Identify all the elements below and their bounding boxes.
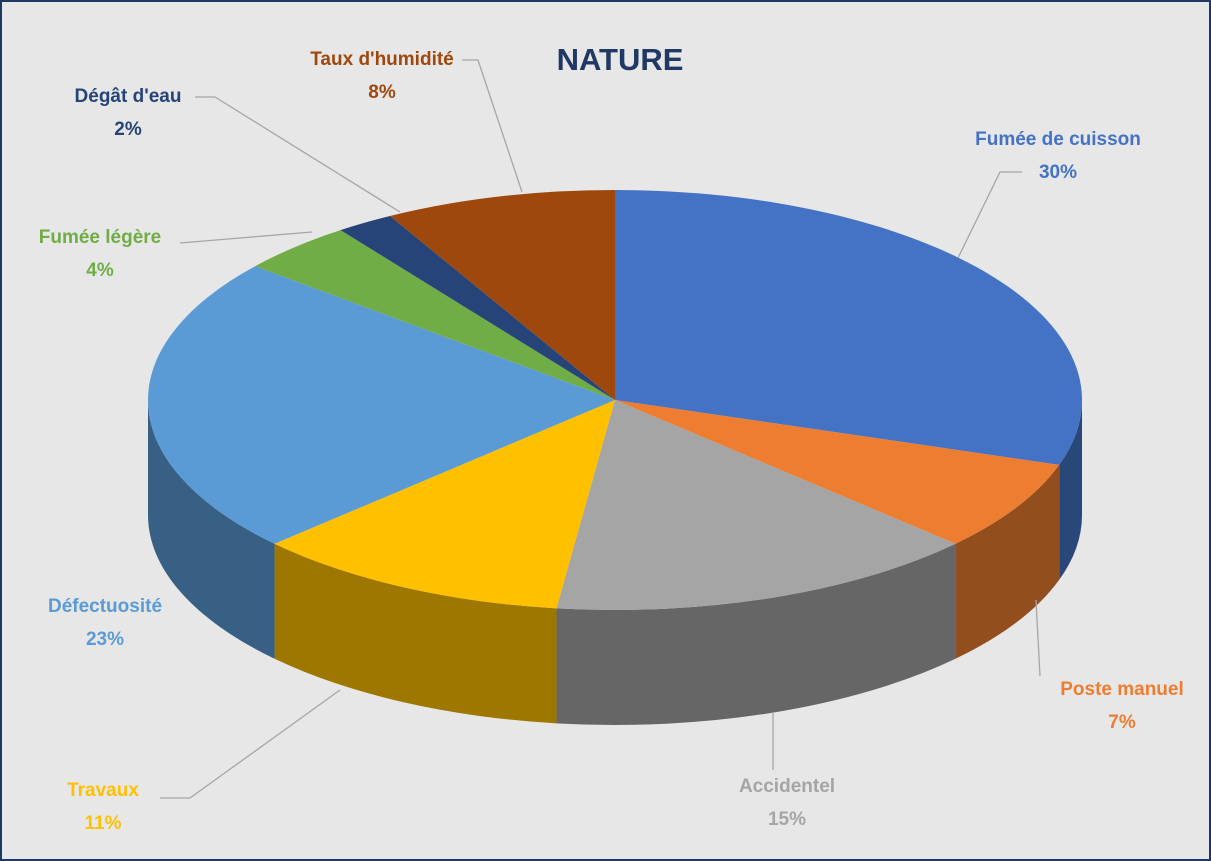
- value-label: 15%: [768, 809, 806, 830]
- slice-side: [1059, 400, 1082, 580]
- category-label: Fumée de cuisson: [975, 129, 1141, 150]
- value-label: 23%: [86, 629, 124, 650]
- slice: [147, 266, 615, 544]
- leader-line: [1035, 599, 1041, 677]
- value-label: 7%: [1108, 712, 1136, 733]
- leader-line: [462, 59, 523, 193]
- category-label: Accidentel: [739, 776, 835, 797]
- slice: [556, 400, 956, 611]
- value-label: 2%: [114, 119, 142, 140]
- slice: [615, 190, 1082, 465]
- slice-side: [274, 543, 557, 724]
- category-label: Fumée légère: [39, 227, 162, 248]
- value-label: 8%: [368, 82, 396, 103]
- slice: [274, 400, 615, 609]
- category-label: Travaux: [67, 780, 139, 801]
- category-label: Taux d'humidité: [310, 49, 454, 70]
- slice: [390, 190, 615, 400]
- category-label: Poste manuel: [1060, 679, 1184, 700]
- slice-side: [955, 464, 1060, 659]
- slice: [615, 400, 1060, 544]
- slice: [340, 215, 615, 400]
- slice-side: [148, 400, 275, 659]
- category-label: Dégât d'eau: [75, 86, 182, 107]
- leader-line: [195, 96, 401, 213]
- category-label: Défectuosité: [48, 596, 162, 617]
- pie: [147, 190, 1082, 726]
- leader-line: [179, 231, 313, 244]
- slice: [255, 230, 615, 400]
- value-label: 4%: [86, 260, 114, 281]
- leader-line: [957, 171, 1022, 259]
- chart-title: NATURE: [557, 42, 684, 77]
- value-label: 11%: [85, 813, 122, 834]
- value-label: 30%: [1039, 162, 1077, 183]
- slice-side: [556, 543, 956, 726]
- leader-line: [160, 689, 341, 799]
